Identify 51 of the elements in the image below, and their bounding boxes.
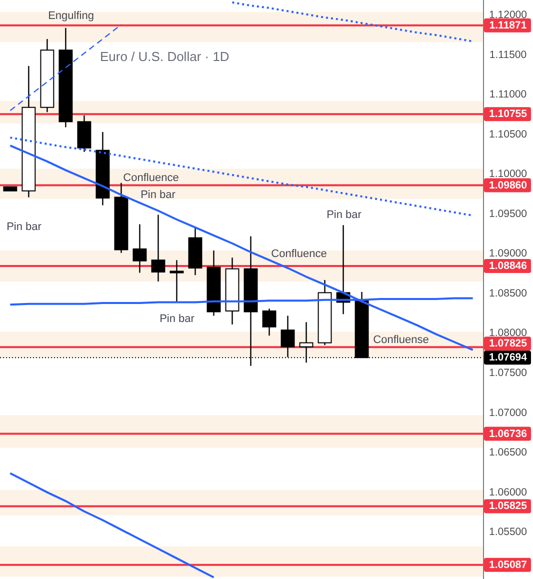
text: Euro / U.S. Dollar · 1D bbox=[100, 49, 230, 64]
candlestick bbox=[206, 250, 221, 316]
annotation: Confluence bbox=[123, 172, 179, 184]
candlestick bbox=[151, 214, 166, 282]
y-tick-label: 1.08000 bbox=[489, 327, 528, 340]
annotation: Pin bar bbox=[140, 189, 176, 201]
candlestick bbox=[225, 257, 240, 326]
ref-line-label: 1.11871 bbox=[489, 19, 527, 32]
candlestick bbox=[170, 259, 184, 304]
candlestick bbox=[132, 224, 147, 274]
candlestick bbox=[96, 131, 110, 206]
candlestick bbox=[262, 308, 276, 336]
candlestick bbox=[188, 226, 202, 276]
y-tick-label: 1.09000 bbox=[489, 248, 528, 260]
candlestick bbox=[22, 65, 36, 198]
line-series bbox=[9, 144, 474, 351]
line-series bbox=[9, 472, 215, 578]
ref-line-label: 1.07694 bbox=[489, 352, 528, 364]
annotation: Pin bar bbox=[6, 221, 42, 233]
y-tick-label: 1.09500 bbox=[489, 208, 528, 220]
ref-line-label: 1.08846 bbox=[489, 260, 528, 272]
candlestick bbox=[318, 279, 332, 346]
annotation: Confluence bbox=[271, 248, 327, 260]
y-tick-label: 1.06000 bbox=[489, 486, 528, 498]
y-tick-label: 1.07500 bbox=[489, 367, 528, 380]
y-tick-label: 1.12000 bbox=[489, 9, 528, 22]
y-tick-label: 1.08500 bbox=[489, 287, 528, 300]
y-tick-label: 1.06500 bbox=[489, 446, 528, 459]
candlestick bbox=[58, 27, 73, 128]
ref-line-label: 1.07825 bbox=[489, 338, 528, 350]
y-tick-label: 1.10000 bbox=[489, 168, 528, 180]
ref-line-label: 1.06736 bbox=[489, 428, 528, 440]
y-tick-label: 1.11500 bbox=[489, 48, 527, 61]
line-series bbox=[231, 1, 474, 42]
candlestick bbox=[40, 38, 54, 113]
candlestick bbox=[3, 186, 18, 192]
annotation: Engulfing bbox=[48, 10, 94, 22]
ref-line-label: 1.05825 bbox=[489, 500, 528, 512]
candlestick bbox=[114, 182, 128, 254]
annotation: Pin bar bbox=[160, 313, 195, 325]
line-series bbox=[9, 136, 474, 217]
annotation: Pin bar bbox=[326, 209, 362, 221]
annotation: Confluense bbox=[373, 334, 429, 346]
y-tick-label: 1.11000 bbox=[489, 88, 527, 101]
ref-line-label: 1.05087 bbox=[489, 558, 528, 571]
ref-line-label: 1.09860 bbox=[489, 179, 528, 192]
y-tick-label: 1.10500 bbox=[489, 128, 528, 140]
y-tick-label: 1.05500 bbox=[489, 526, 528, 538]
y-tick-label: 1.07000 bbox=[489, 406, 528, 419]
candlestick bbox=[77, 114, 92, 153]
ref-line-label: 1.10755 bbox=[489, 108, 528, 120]
